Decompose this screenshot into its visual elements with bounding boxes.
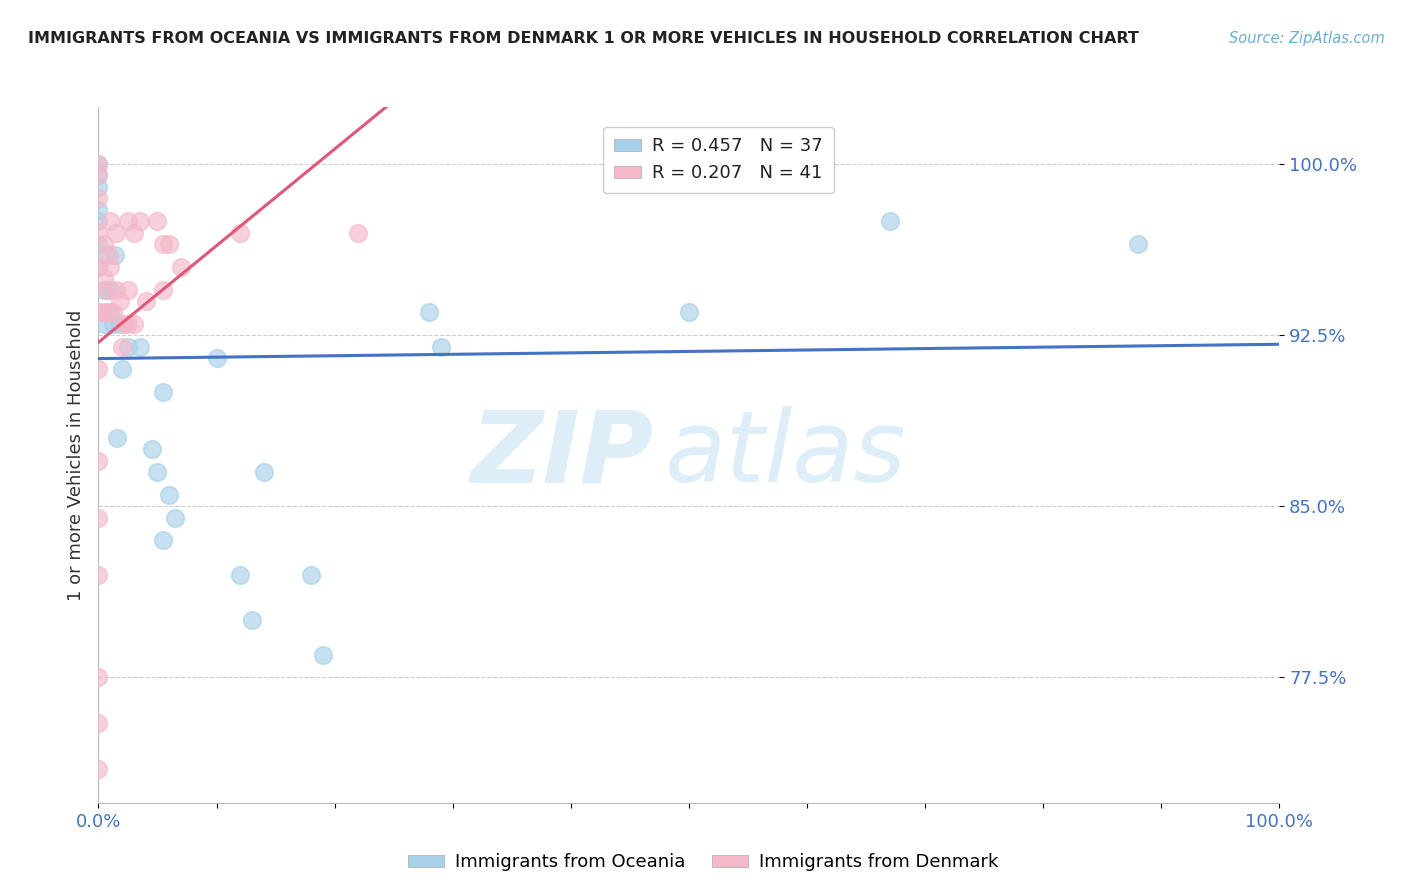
- Point: [146, 465, 169, 479]
- Text: IMMIGRANTS FROM OCEANIA VS IMMIGRANTS FROM DENMARK 1 OR MORE VEHICLES IN HOUSEHO: IMMIGRANTS FROM OCEANIA VS IMMIGRANTS FR…: [28, 31, 1139, 46]
- Point: [678, 305, 700, 319]
- Point: [253, 465, 276, 479]
- Point: [108, 317, 131, 331]
- Text: atlas: atlas: [665, 407, 907, 503]
- Point: [87, 214, 110, 228]
- Point: [87, 169, 110, 183]
- Legend: Immigrants from Oceania, Immigrants from Denmark: Immigrants from Oceania, Immigrants from…: [401, 847, 1005, 879]
- Point: [152, 533, 174, 548]
- Point: [104, 248, 127, 262]
- Point: [117, 283, 139, 297]
- Point: [112, 317, 135, 331]
- Point: [98, 214, 121, 228]
- Y-axis label: 1 or more Vehicles in Household: 1 or more Vehicles in Household: [66, 310, 84, 600]
- Point: [98, 283, 121, 297]
- Point: [152, 385, 174, 400]
- Point: [141, 442, 163, 457]
- Point: [87, 305, 110, 319]
- Text: Source: ZipAtlas.com: Source: ZipAtlas.com: [1229, 31, 1385, 46]
- Point: [101, 305, 124, 319]
- Point: [122, 226, 145, 240]
- Point: [128, 214, 150, 228]
- Point: [87, 510, 110, 524]
- Point: [87, 260, 110, 274]
- Point: [87, 567, 110, 582]
- Point: [93, 283, 115, 297]
- Point: [97, 305, 120, 319]
- Point: [105, 283, 128, 297]
- Point: [87, 362, 110, 376]
- Point: [93, 236, 115, 251]
- Point: [157, 488, 180, 502]
- Point: [122, 317, 145, 331]
- Point: [146, 214, 169, 228]
- Point: [87, 670, 110, 684]
- Point: [111, 362, 134, 376]
- Point: [229, 567, 252, 582]
- Point: [87, 226, 110, 240]
- Point: [101, 317, 124, 331]
- Point: [157, 236, 180, 251]
- Point: [312, 648, 335, 662]
- Point: [299, 567, 322, 582]
- Point: [98, 305, 121, 319]
- Point: [87, 260, 110, 274]
- Point: [96, 283, 118, 297]
- Point: [117, 214, 139, 228]
- Point: [94, 248, 117, 262]
- Point: [1126, 236, 1149, 251]
- Point: [108, 293, 131, 308]
- Point: [93, 317, 115, 331]
- Point: [165, 510, 187, 524]
- Point: [418, 305, 440, 319]
- Point: [152, 283, 174, 297]
- Point: [117, 340, 139, 354]
- Point: [87, 762, 110, 776]
- Point: [93, 271, 115, 285]
- Point: [152, 236, 174, 251]
- Point: [117, 317, 139, 331]
- Point: [87, 453, 110, 467]
- Point: [430, 340, 453, 354]
- Point: [87, 191, 110, 205]
- Legend: R = 0.457   N = 37, R = 0.207   N = 41: R = 0.457 N = 37, R = 0.207 N = 41: [603, 127, 834, 194]
- Point: [105, 431, 128, 445]
- Point: [128, 340, 150, 354]
- Point: [91, 305, 114, 319]
- Point: [87, 169, 110, 183]
- Point: [205, 351, 228, 365]
- Point: [87, 157, 110, 171]
- Point: [87, 236, 110, 251]
- Text: ZIP: ZIP: [471, 407, 654, 503]
- Point: [98, 248, 121, 262]
- Point: [98, 260, 121, 274]
- Point: [111, 340, 134, 354]
- Point: [135, 293, 157, 308]
- Point: [87, 180, 110, 194]
- Point: [87, 157, 110, 171]
- Point: [879, 214, 901, 228]
- Point: [240, 613, 263, 627]
- Point: [87, 202, 110, 217]
- Point: [347, 226, 370, 240]
- Point: [229, 226, 252, 240]
- Point: [87, 305, 110, 319]
- Point: [105, 226, 128, 240]
- Point: [170, 260, 193, 274]
- Point: [87, 715, 110, 730]
